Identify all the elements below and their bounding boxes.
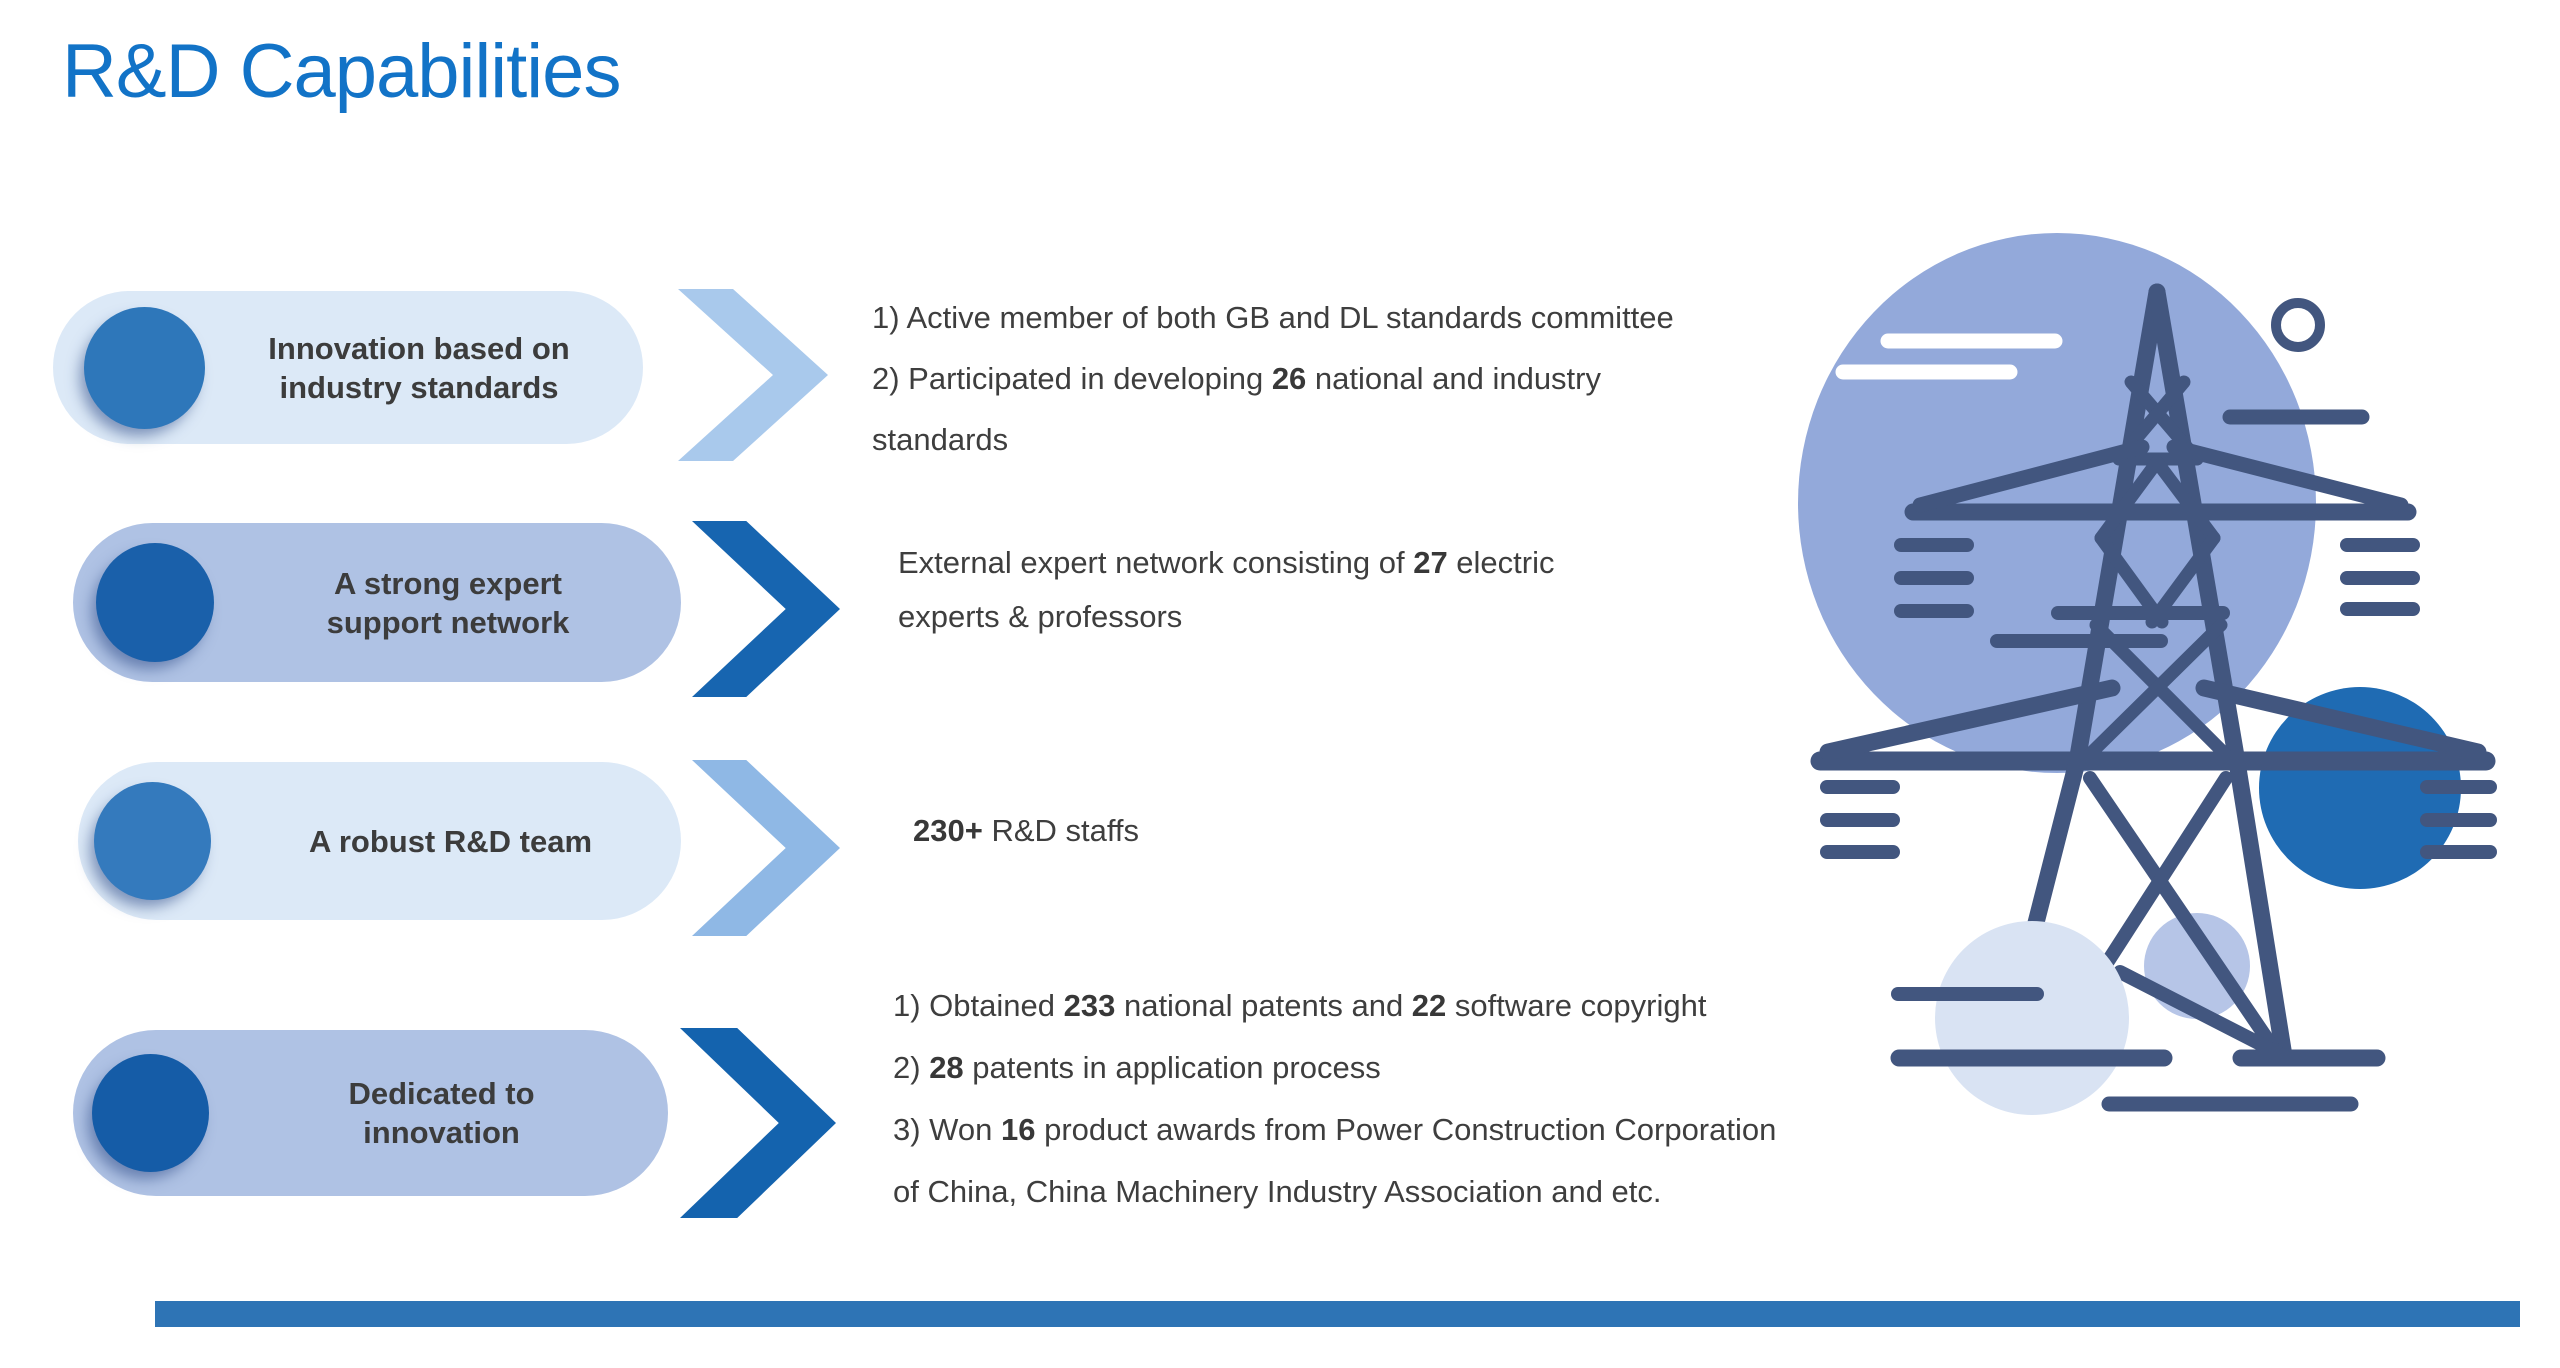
feature-pill-expert-network: A strong expert support network (73, 523, 681, 682)
feature-pill-rd-team: A robust R&D team (78, 762, 681, 920)
chevron-right-icon (692, 521, 840, 697)
pill-label-line: Innovation based on (268, 330, 570, 366)
text-line: External expert network consisting of 27… (898, 545, 1555, 580)
pill-label-line: industry standards (279, 369, 559, 405)
ring-icon (2271, 298, 2325, 352)
pill-label-line: innovation (363, 1115, 520, 1150)
pill-label-line: Dedicated to (348, 1076, 535, 1111)
text-line: 2) 28 patents in application process (893, 1050, 1381, 1085)
cloud-lines-icon (1835, 333, 2063, 380)
page-title: R&D Capabilities (62, 29, 621, 114)
chevron-right-icon (678, 289, 828, 461)
text-line: experts & professors (898, 599, 1183, 634)
feature-description: 230+ R&D staffs (913, 810, 1139, 852)
bullet-circle-icon (84, 306, 205, 429)
feature-description: 1) Active member of both GB and DL stand… (872, 287, 1674, 470)
text-line: 3) Won 16 product awards from Power Cons… (893, 1112, 1777, 1147)
footer-accent-bar (155, 1301, 2520, 1327)
pill-label: Innovation based on industry standards (223, 329, 615, 407)
text-line: of China, China Machinery Industry Assoc… (893, 1174, 1662, 1209)
pill-label: A robust R&D team (248, 822, 653, 861)
bullet-circle-icon (96, 543, 214, 662)
feature-pill-industry-standards: Innovation based on industry standards (53, 291, 643, 444)
ground-lines (1890, 987, 2386, 1112)
pill-label-line: A strong expert (334, 565, 562, 601)
chevron-right-icon (692, 760, 840, 936)
pill-label: A strong expert support network (243, 564, 653, 642)
text-line: standards (872, 422, 1009, 457)
feature-pill-innovation: Dedicated to innovation (73, 1030, 668, 1196)
text-line: 1) Active member of both GB and DL stand… (872, 300, 1674, 335)
chevron-right-icon (680, 1028, 836, 1218)
pill-label-line: A robust R&D team (308, 823, 593, 859)
transmission-tower (1810, 283, 2496, 1065)
text-line: 1) Obtained 233 national patents and 22 … (893, 988, 1707, 1023)
pill-label: Dedicated to innovation (243, 1074, 640, 1152)
speed-dashes (1820, 538, 2497, 859)
feature-description: 1) Obtained 233 national patents and 22 … (893, 975, 1776, 1223)
text-line: 230+ R&D staffs (913, 813, 1140, 848)
feature-description: External expert network consisting of 27… (898, 536, 1555, 644)
bullet-circle-icon (94, 782, 211, 900)
text-line: 2) Participated in developing 26 nationa… (872, 361, 1601, 396)
transmission-tower-illustration (1798, 233, 2497, 1115)
accent-circle-light (1935, 921, 2129, 1115)
pill-label-line: support network (326, 604, 570, 640)
bullet-circle-icon (92, 1054, 209, 1172)
